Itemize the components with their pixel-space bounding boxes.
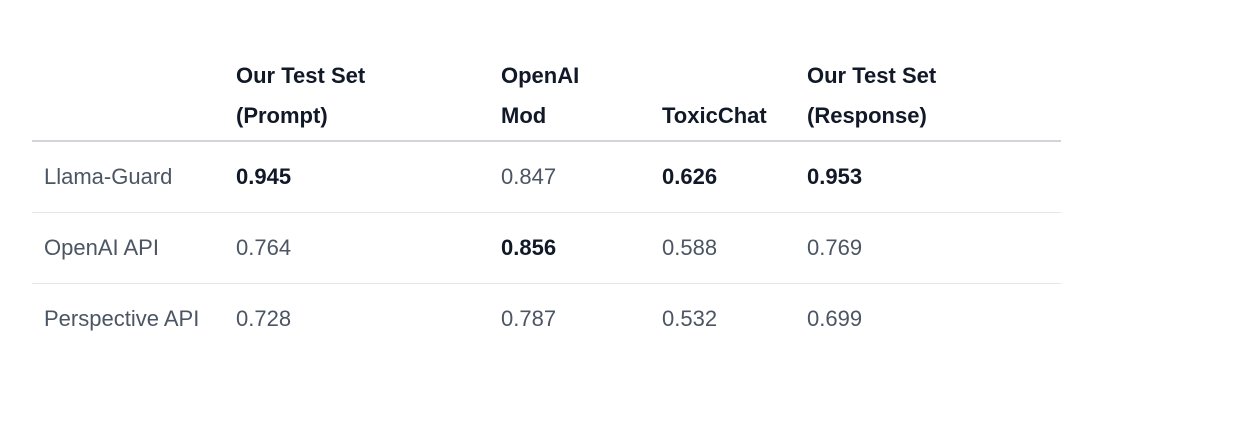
- header-line: Our Test Set: [236, 63, 366, 88]
- header-our-test-set-response: Our Test Set (Response): [795, 56, 1061, 142]
- score-cell: 0.787: [501, 306, 557, 331]
- table-row: Llama-Guard 0.945 0.847 0.626 0.953: [32, 141, 1061, 213]
- score-cell: 0.728: [236, 306, 292, 331]
- header-line: Our Test Set: [807, 63, 937, 88]
- header-line: ToxicChat: [662, 103, 767, 128]
- header-our-test-set-prompt: Our Test Set (Prompt): [224, 56, 489, 142]
- header-row: Our Test Set (Prompt) OpenAI Mod ToxicChat…: [32, 56, 1061, 142]
- table-body: Llama-Guard 0.945 0.847 0.626 0.953 Open…: [32, 141, 1061, 354]
- score-cell: 0.769: [795, 212, 1061, 284]
- model-name-cell: Llama-Guard: [32, 141, 224, 213]
- table-header: Our Test Set (Prompt) OpenAI Mod ToxicChat…: [32, 56, 1061, 142]
- header-line: (Prompt): [236, 103, 328, 128]
- score-cell: 0.764: [224, 212, 489, 284]
- header-openai-mod: OpenAI Mod: [489, 56, 650, 142]
- table-row: Perspective API 0.728 0.787 0.532 0.699: [32, 284, 1061, 355]
- score-cell: 0.945: [224, 141, 489, 213]
- header-empty-cell: [32, 56, 224, 142]
- header-line: Mod: [501, 103, 547, 128]
- score-cell: 0.532: [662, 306, 718, 331]
- header-line: (Response): [807, 103, 927, 128]
- results-table-container: Our Test Set (Prompt) OpenAI Mod ToxicChat…: [32, 56, 1061, 354]
- header-toxicchat: ToxicChat: [650, 56, 795, 142]
- results-table: Our Test Set (Prompt) OpenAI Mod ToxicChat…: [32, 56, 1061, 354]
- score-cell: 0.699: [807, 306, 863, 331]
- table-row: OpenAI API 0.764 0.856 0.588 0.769: [32, 212, 1061, 284]
- score-cell: 0.856: [489, 212, 650, 284]
- header-line: OpenAI: [501, 63, 580, 88]
- score-cell: 0.953: [795, 141, 1061, 213]
- model-name-cell: Perspective API: [44, 306, 200, 331]
- model-name-cell: OpenAI API: [32, 212, 224, 284]
- score-cell: 0.626: [650, 141, 795, 213]
- score-cell: 0.847: [489, 141, 650, 213]
- score-cell: 0.588: [650, 212, 795, 284]
